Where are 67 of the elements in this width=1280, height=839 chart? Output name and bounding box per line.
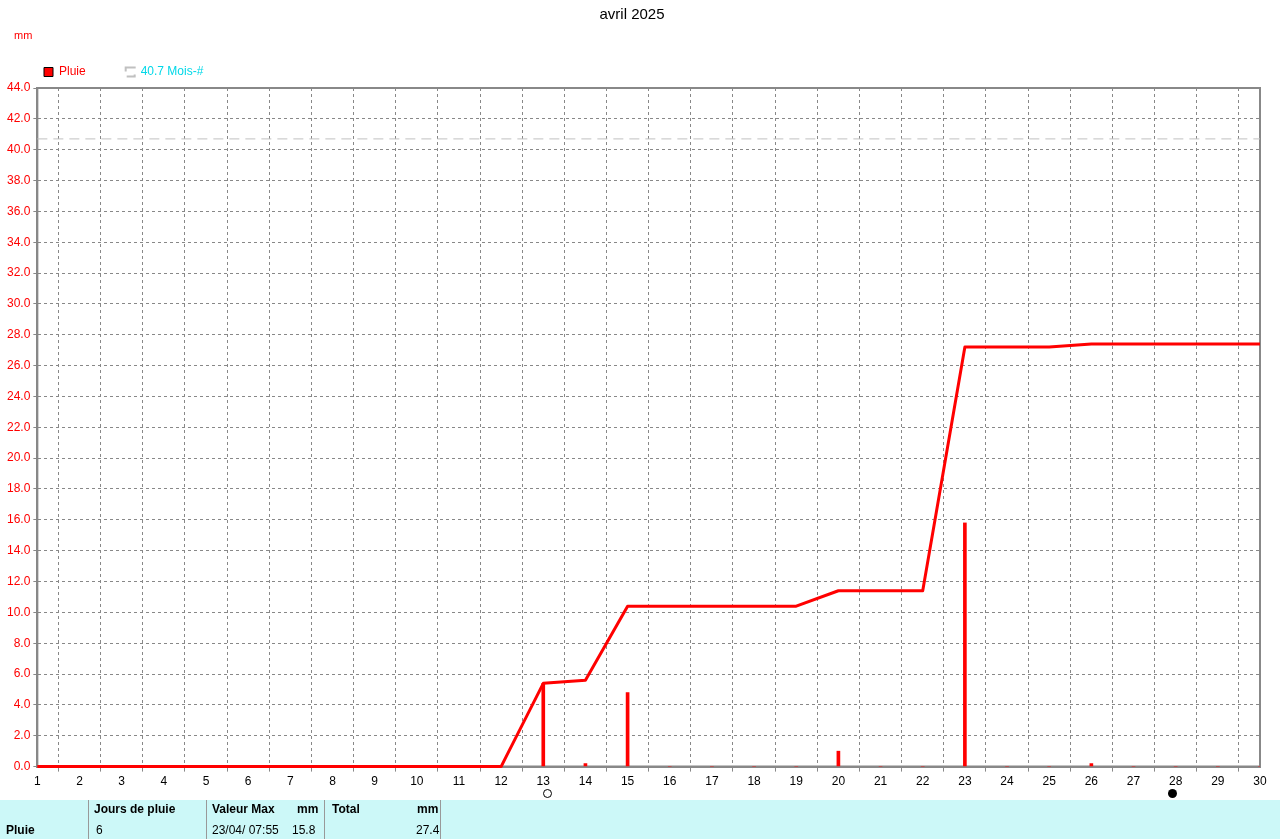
x-tick-label: 20 (831, 774, 846, 789)
y-tick-label: 6.0 (13, 666, 31, 681)
x-tick-label: 7 (286, 774, 294, 789)
y-tick-label: 22.0 (7, 419, 31, 434)
x-tick-label: 4 (160, 774, 168, 789)
y-tick-label: 38.0 (7, 172, 31, 187)
y-tick-label: 36.0 (7, 203, 31, 218)
x-tick-label: 14 (578, 774, 593, 789)
legend-label: 40.7 Mois-# (140, 64, 204, 79)
chart-title: avril 2025 (599, 5, 665, 23)
y-tick-label: 16.0 (7, 512, 31, 527)
y-tick-label: 24.0 (7, 388, 31, 403)
x-tick-label: 29 (1211, 774, 1225, 789)
x-tick-label: 13 (536, 774, 551, 789)
y-tick-label: 34.0 (7, 234, 31, 249)
x-tick-label: 15 (620, 774, 635, 789)
x-tick-label: 21 (873, 774, 888, 789)
y-tick-label: 8.0 (13, 635, 31, 650)
x-tick-label: 5 (202, 774, 210, 789)
y-tick-label: 26.0 (7, 357, 31, 372)
y-axis-title: mm (14, 29, 33, 42)
x-tick-label: 25 (1042, 774, 1057, 789)
text: 23/04/ 07:55 (212, 823, 279, 837)
x-tick-label: 19 (789, 774, 804, 789)
x-tick-label: 2 (76, 774, 84, 789)
x-tick-label: 17 (705, 774, 719, 789)
y-tick-label: 32.0 (7, 265, 31, 280)
y-tick-label: 0.0 (13, 758, 31, 773)
y-tick-label: 4.0 (13, 697, 31, 712)
text: mm (297, 802, 319, 816)
y-tick-label: 44.0 (7, 80, 31, 95)
x-tick-label: 26 (1084, 774, 1099, 789)
x-tick-label: 8 (329, 774, 337, 789)
x-tick-label: 30 (1253, 774, 1267, 789)
y-tick-label: 18.0 (7, 481, 31, 496)
y-tick-label: 2.0 (13, 728, 31, 743)
text: mm (417, 802, 439, 816)
x-tick-label: 16 (663, 774, 677, 789)
text: Total (332, 802, 360, 816)
text: Jours de pluie (94, 802, 176, 816)
y-tick-label: 28.0 (7, 327, 31, 342)
x-tick-label: 22 (916, 774, 930, 789)
text: Valeur Max (212, 802, 275, 816)
x-tick-label: 28 (1169, 774, 1183, 789)
y-tick-label: 12.0 (7, 573, 31, 588)
x-tick-label: 10 (410, 774, 424, 789)
text: 27.4 (416, 823, 440, 837)
x-tick-label: 1 (34, 774, 42, 789)
text: Pluie (6, 823, 35, 837)
y-tick-label: 40.0 (7, 142, 31, 156)
x-tick-label: 27 (1126, 774, 1141, 789)
y-tick-label: 42.0 (7, 111, 31, 126)
x-tick-label: 6 (244, 774, 252, 789)
y-tick-label: 30.0 (7, 296, 31, 311)
x-tick-label: 3 (118, 774, 126, 789)
x-tick-label: 12 (494, 774, 509, 789)
y-tick-label: 14.0 (7, 542, 31, 557)
x-tick-label: 24 (1000, 774, 1015, 789)
legend-label: Pluie (59, 64, 87, 79)
text: 6 (96, 823, 103, 837)
y-tick-label: 20.0 (7, 450, 31, 465)
text: 15.8 (292, 823, 316, 837)
x-tick-label: 18 (747, 774, 762, 789)
x-tick-label: 23 (958, 774, 972, 789)
x-tick-label: 9 (371, 774, 379, 789)
x-tick-label: 11 (452, 774, 466, 789)
y-tick-label: 10.0 (7, 604, 31, 619)
